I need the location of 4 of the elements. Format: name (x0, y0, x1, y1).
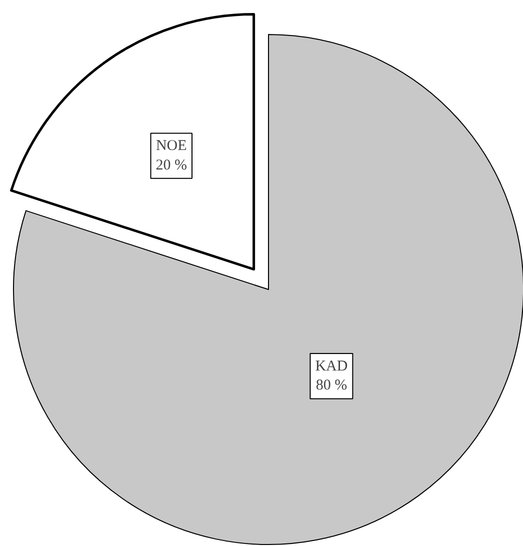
data-label: 20 % (156, 157, 187, 174)
slice-label: NOE (156, 138, 187, 154)
slice-label: KAD (315, 358, 348, 375)
data-label: 80 % (316, 378, 348, 394)
